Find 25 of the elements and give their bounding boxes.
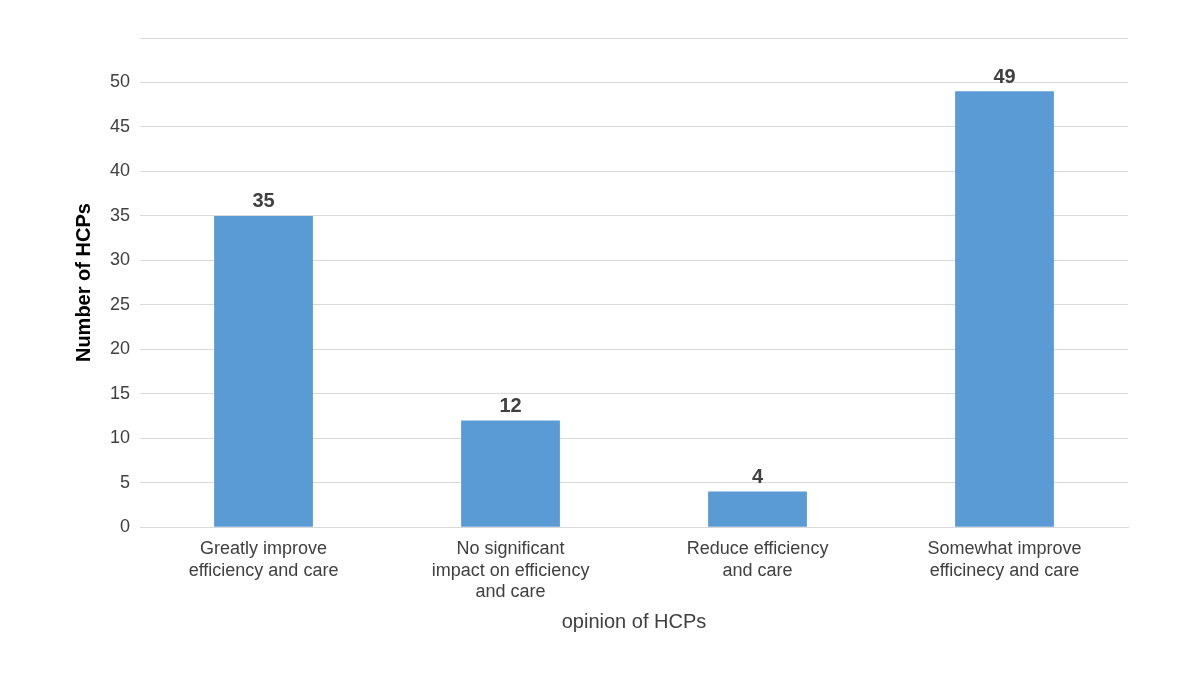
y-tick-label: 25 (109, 293, 131, 314)
y-tick-label: 50 (109, 71, 131, 92)
y-tick-label: 0 (120, 516, 131, 537)
y-tick-label: 40 (109, 160, 131, 181)
y-axis-title: Number of HCPs (71, 203, 94, 363)
data-label: 12 (499, 393, 522, 416)
data-label: 4 (751, 465, 764, 488)
x-tick-label: Reduce efficiency and care (686, 537, 829, 580)
data-label: 49 (993, 64, 1016, 87)
y-tick-label: 30 (109, 249, 131, 270)
bar (461, 420, 560, 527)
bar (708, 491, 807, 527)
x-tick-label: Greatly improve efficiency and care (188, 537, 339, 580)
y-tick-label: 5 (120, 471, 131, 492)
bar (214, 215, 313, 527)
y-tick-label: 20 (109, 338, 131, 359)
x-tick-label: Somewhat improve efficinecy and care (927, 537, 1082, 580)
data-label: 35 (252, 189, 275, 212)
y-tick-label: 10 (109, 427, 131, 448)
y-tick-label: 45 (109, 115, 131, 136)
y-tick-label: 15 (109, 382, 131, 403)
x-axis-title: opinion of HCPs (561, 609, 707, 632)
bar (955, 91, 1054, 527)
y-tick-label: 35 (109, 204, 131, 225)
x-tick-label: No significant impact on efficiency and care (431, 537, 590, 602)
